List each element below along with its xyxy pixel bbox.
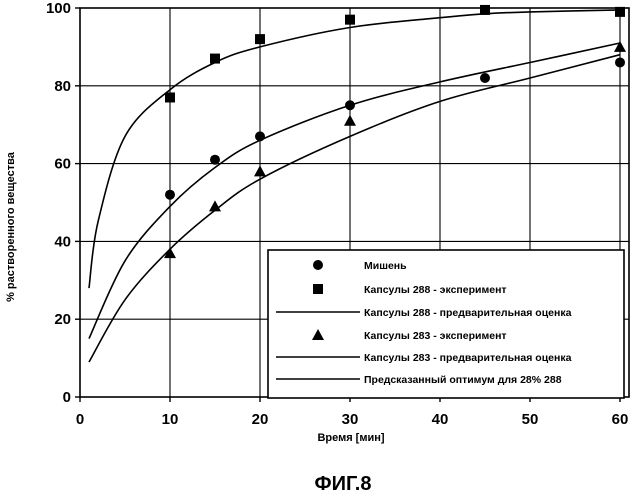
legend-entry-label: Капсулы 283 - эксперимент [364,330,507,342]
triangle-marker [164,247,176,259]
x-tick-label: 60 [612,411,629,428]
y-axis: 0 20 40 60 80 100 [46,0,80,406]
triangle-marker [254,165,266,177]
legend: Мишень Капсулы 288 - эксперимент Капсулы 2… [267,249,625,399]
x-tick-label: 30 [342,411,359,428]
square-marker [480,4,490,15]
circle-marker [345,100,355,111]
y-tick-label: 80 [54,78,71,95]
square-marker [615,6,625,17]
x-tick-label: 20 [252,411,269,428]
legend-entry-label: Мишень [364,260,407,272]
square-marker [210,53,220,64]
series-markers [164,4,626,259]
square-marker [255,34,265,45]
y-axis-label: % растворенного вещества [5,151,17,302]
circle-marker [165,189,175,200]
legend-triangle-swatch [312,329,324,340]
legend-box [267,249,625,399]
series-line-4 [88,42,621,339]
circle-marker [480,73,490,84]
square-marker [165,92,175,103]
legend-entry-label: Капсулы 288 - предварительная оценка [364,307,572,319]
x-tick-label: 50 [522,411,539,428]
x-tick-label: 40 [432,411,449,428]
legend-entry-label: Предсказанный оптимум для 28% 288 [364,374,562,386]
series-line-5 [88,53,621,363]
triangle-marker [209,200,221,212]
x-axis: 0 10 20 30 40 50 60 [76,397,629,428]
series-line-2 [88,9,621,289]
legend-circle-swatch [313,260,323,270]
x-tick-label: 0 [76,411,84,428]
triangle-marker [344,114,356,126]
circle-marker [615,57,625,68]
square-marker [345,14,355,25]
series-lines [88,9,621,363]
x-axis-label: Время [мин] [317,432,384,444]
y-tick-label: 40 [54,233,71,250]
y-tick-label: 60 [54,156,71,173]
legend-entry-label: Капсулы 288 - эксперимент [364,284,507,296]
y-tick-label: 20 [54,311,71,328]
legend-entry-label: Капсулы 283 - предварительная оценка [364,352,572,364]
y-tick-label: 100 [46,0,71,17]
x-tick-label: 10 [162,411,179,428]
y-tick-label: 0 [63,389,71,406]
figure-caption: ФИГ.8 [315,473,372,495]
circle-marker [255,131,265,142]
circle-marker [210,154,220,165]
legend-square-swatch [313,284,323,294]
triangle-marker [614,40,626,52]
